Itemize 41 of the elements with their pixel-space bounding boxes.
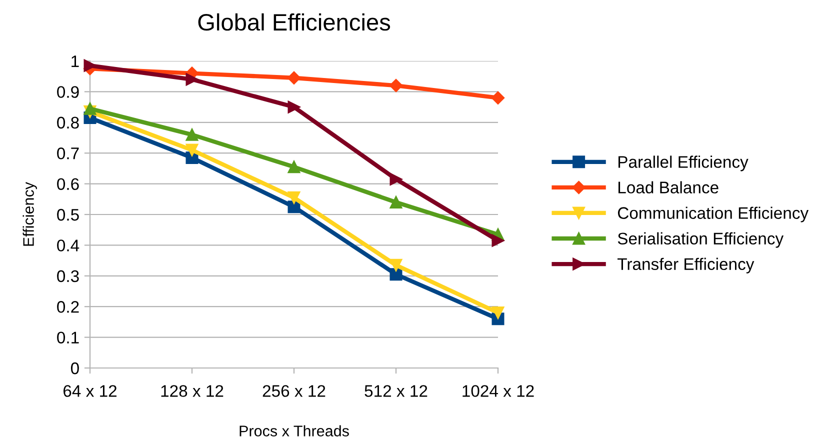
point (186, 128, 198, 141)
y-tick-label: 0.9 (57, 86, 79, 98)
point (287, 71, 301, 84)
legend-label: Transfer Efficiency (618, 258, 754, 274)
legend-label: Load Balance (618, 181, 718, 194)
point (389, 78, 403, 92)
point (186, 73, 198, 86)
x-tick-label: 64 x 12 (64, 385, 116, 397)
point (491, 91, 505, 104)
y-tick-label: 0.1 (57, 332, 79, 344)
y-tick-label: 0.5 (57, 208, 79, 221)
chart-title: Global Efficiencies (198, 13, 390, 31)
legend-label: Parallel Efficiency (618, 156, 748, 172)
point (390, 268, 402, 281)
point (390, 196, 402, 208)
x-tick-label: 128 x 12 (161, 385, 224, 397)
x-tick-label: 512 x 12 (364, 385, 428, 397)
x-tick-label: 256 x 12 (262, 385, 326, 397)
point (288, 160, 300, 174)
legend-label: Serialisation Efficiency (618, 232, 784, 248)
legend-label: Communication Efficiency (618, 206, 809, 222)
point (390, 172, 402, 186)
point (84, 59, 96, 72)
y-axis-title: Efficiency (22, 182, 37, 246)
y-tick-label: 0.8 (57, 116, 79, 129)
point (288, 100, 300, 114)
x-axis-title: Procs x Threads (240, 425, 349, 436)
point (186, 144, 198, 156)
y-tick-label: 0.2 (57, 301, 79, 313)
y-tick-label: 1 (72, 56, 79, 68)
point (492, 306, 504, 319)
y-tick-label: 0 (70, 362, 79, 374)
y-tick-label: 0.6 (57, 178, 79, 190)
point (390, 258, 402, 272)
y-tick-label: 0.4 (57, 240, 80, 252)
point (84, 102, 96, 115)
point (288, 191, 300, 204)
y-tick-label: 0.3 (57, 270, 79, 282)
x-tick-label: 1024 x 12 (462, 385, 534, 397)
point (492, 234, 504, 247)
y-tick-label: 0.7 (57, 148, 79, 160)
